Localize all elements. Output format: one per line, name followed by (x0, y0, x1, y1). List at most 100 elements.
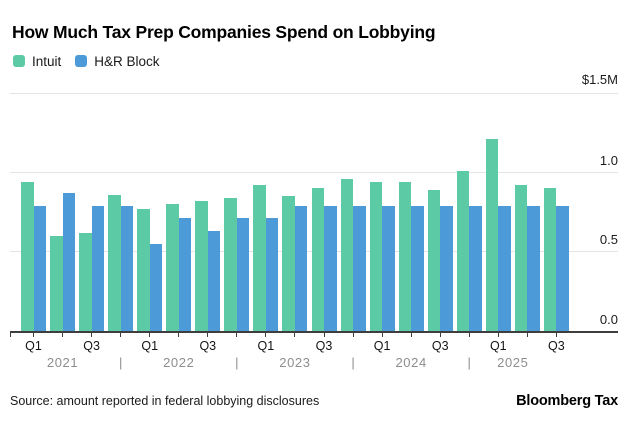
x-axis-year-labels: 2021 | 2022 | 2023 | 2024 | 2025 (10, 355, 618, 372)
y-axis-max-label: $1.5M (581, 72, 618, 88)
year-label-2021: 2021 (46, 355, 79, 371)
intuit-bar (108, 194, 121, 332)
intuit-bar (398, 181, 412, 332)
intuit-bar (340, 178, 354, 332)
year-label-2024: 2024 (395, 355, 427, 371)
bar-group-2023-Q1 (253, 93, 279, 332)
intuit-bar (224, 197, 237, 332)
hr-block-bar (353, 205, 366, 332)
bar-group-2023-Q4 (340, 93, 366, 332)
intuit-bar (253, 185, 266, 332)
year-label-2025: 2025 (497, 355, 529, 371)
quarter-label: Q3 (199, 339, 217, 354)
quarter-tick (439, 333, 441, 338)
x-axis-quarter-labels: Q1 Q3 Q1 Q3 Q1 Q3 Q1 Q3 Q1 Q3 (10, 333, 618, 355)
bar-group-2021-Q1 (21, 93, 46, 332)
quarter-tick (207, 333, 209, 338)
intuit-bar (50, 235, 63, 332)
gridline-1-0 (10, 171, 618, 173)
bar-group-2025-Q2 (514, 93, 540, 332)
bar-group-2024-Q3 (427, 93, 453, 332)
hr-block-bar (120, 205, 134, 332)
quarter-tick (294, 333, 296, 338)
hr-block-bar (294, 205, 308, 332)
hr-block-bar (207, 231, 221, 332)
intuit-bar (166, 204, 179, 332)
quarter-tick (33, 333, 34, 338)
bar-group-2023-Q3 (311, 93, 337, 332)
hr-block-bar (62, 193, 76, 332)
quarter-label: Q1 (373, 339, 391, 354)
quarter-label: Q3 (83, 339, 100, 354)
chart-title: How Much Tax Prep Companies Spend on Lob… (12, 22, 436, 42)
year-separator: | (351, 355, 355, 371)
footer: Source: amount reported in federal lobby… (10, 393, 618, 409)
quarter-tick (352, 333, 354, 338)
hr-block-legend-label: H&R Block (94, 53, 160, 69)
bar-group-2025-Q1 (485, 93, 511, 332)
intuit-bar (137, 208, 150, 332)
intuit-bar (311, 188, 324, 332)
quarter-tick (526, 333, 528, 338)
bloomberg-tax-logo: Bloomberg Tax (516, 393, 618, 409)
year-separator: | (235, 355, 239, 371)
hr-block-bar (91, 205, 105, 332)
intuit-bar (79, 232, 92, 332)
bar-group-2021-Q4 (108, 93, 134, 332)
quarter-tick (555, 333, 557, 338)
hr-block-bar (236, 218, 250, 332)
bar-group-2024-Q1 (369, 93, 395, 332)
axis-edge-tick (10, 333, 11, 338)
bar-group-2022-Q4 (224, 93, 250, 332)
intuit-bar (282, 196, 295, 332)
hr-block-bar (324, 205, 337, 332)
quarter-label: Q3 (431, 339, 449, 354)
bar-group-2021-Q2 (50, 93, 76, 332)
source-note: Source: amount reported in federal lobby… (10, 394, 320, 408)
quarter-tick (497, 333, 499, 338)
quarter-tick (381, 333, 383, 338)
hr-block-bar (178, 218, 192, 332)
intuit-legend-label: Intuit (32, 53, 62, 69)
hr-block-bar (440, 205, 453, 332)
intuit-bar (456, 170, 470, 332)
legend-item-hr-block: H&R Block (75, 53, 160, 69)
hr-block-bar (527, 205, 540, 332)
hr-block-swatch-icon (75, 55, 88, 68)
intuit-bar (21, 181, 34, 332)
quarter-tick (178, 333, 180, 338)
quarter-label: Q3 (548, 339, 565, 354)
quarter-label: Q1 (25, 339, 42, 354)
quarter-tick (323, 333, 325, 338)
bar-group-2022-Q3 (195, 93, 221, 332)
intuit-bar (369, 181, 383, 332)
quarter-tick (410, 333, 412, 338)
y-tick-label-1-0: 1.0 (599, 152, 618, 168)
quarter-tick (468, 333, 470, 338)
quarter-label: Q1 (141, 339, 159, 354)
intuit-bar (427, 189, 441, 332)
hr-block-bar (556, 205, 569, 332)
legend-item-intuit: Intuit (13, 54, 61, 69)
intuit-bar (485, 139, 499, 332)
hr-block-bar (382, 205, 395, 332)
intuit-bar (514, 185, 528, 332)
quarter-label: Q3 (315, 339, 333, 354)
quarter-tick (236, 333, 238, 338)
intuit-bar (543, 188, 557, 332)
quarter-tick (149, 333, 151, 338)
quarter-label: Q1 (257, 339, 275, 354)
hr-block-bar (469, 205, 482, 332)
hr-block-bar (149, 243, 163, 332)
year-separator: | (118, 355, 123, 371)
quarter-label: Q1 (489, 339, 507, 354)
y-tick-label-0-5: 0.5 (599, 231, 618, 247)
hr-block-bar (265, 218, 279, 332)
bar-group-2021-Q3 (79, 93, 105, 332)
bar-group-2022-Q1 (137, 93, 163, 332)
legend: Intuit H&R Block (13, 53, 633, 69)
quarter-tick (265, 333, 267, 338)
gridline-1-5 (10, 93, 618, 95)
quarter-tick (62, 333, 64, 338)
